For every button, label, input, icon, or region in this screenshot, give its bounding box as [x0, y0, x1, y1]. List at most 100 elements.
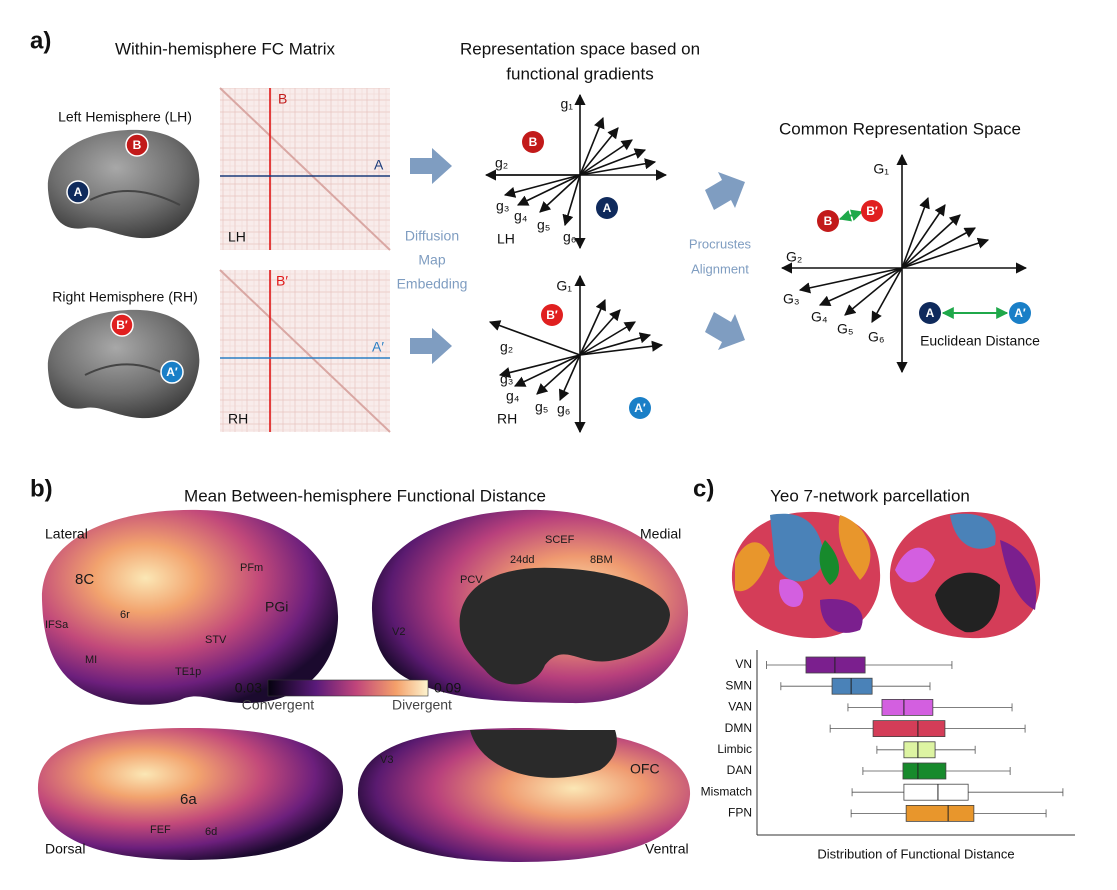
region: PFm	[240, 562, 263, 574]
axis-label: g₅	[535, 399, 548, 415]
box	[831, 677, 873, 695]
sulcus	[89, 189, 181, 206]
vector	[844, 267, 903, 316]
view-label: Lateral	[45, 526, 88, 542]
axis-label: g₂	[500, 339, 513, 355]
node	[629, 397, 651, 419]
category-label: VAN	[728, 700, 752, 714]
node	[110, 313, 134, 337]
panel-title: Yeo 7-network parcellation	[770, 486, 970, 505]
row-label: A′	[372, 339, 384, 355]
vector	[516, 174, 581, 206]
step-text: Embedding	[397, 276, 468, 292]
node-label: A′	[634, 401, 646, 415]
node	[541, 304, 563, 326]
diagonal	[219, 87, 391, 251]
region: PGi	[265, 599, 288, 615]
vector	[579, 321, 636, 356]
node-label: B′	[116, 318, 128, 332]
panel-title: Mean Between-hemisphere Functional Dista…	[184, 486, 546, 505]
category-label: DMN	[725, 721, 752, 735]
box	[903, 783, 969, 801]
x-axis-title: Distribution of Functional Distance	[817, 846, 1014, 861]
matrix-tag: LH	[228, 229, 246, 245]
region: 8C	[75, 571, 94, 588]
region: V2	[392, 626, 405, 638]
axis-label: g₅	[537, 217, 550, 233]
step-arrow	[705, 172, 745, 210]
vector	[901, 196, 930, 269]
distance-label: Euclidean Distance	[920, 333, 1040, 349]
vector	[579, 116, 605, 176]
node	[522, 131, 544, 153]
region: MI	[85, 654, 97, 666]
rh-title: Right Hemisphere (RH)	[52, 289, 197, 305]
colorbar-low: Convergent	[242, 697, 314, 713]
node-label: B′	[866, 204, 878, 218]
vector	[579, 139, 633, 176]
category-label: FPN	[728, 806, 752, 820]
medial-wall	[459, 567, 670, 685]
axis-label: G₁	[556, 278, 572, 294]
vector	[513, 354, 581, 387]
axis-label: G₂	[786, 249, 802, 265]
matrix-tag: RH	[228, 411, 248, 427]
axis-label: g₂	[495, 155, 508, 171]
common-title: Common Representation Space	[779, 119, 1021, 138]
step-text: Diffusion	[405, 228, 459, 244]
vector	[818, 267, 903, 306]
vector	[503, 174, 581, 198]
row-label: A	[374, 157, 384, 173]
lateral-brain	[41, 509, 339, 705]
region: STV	[205, 634, 227, 646]
node	[596, 197, 618, 219]
box	[905, 805, 975, 822]
axis	[488, 320, 581, 356]
rep-title: Representation space based on	[460, 39, 700, 58]
lh-nodes: A B	[66, 133, 149, 204]
node-label: B	[133, 138, 142, 152]
region: IFSa	[45, 619, 69, 631]
yeo-lateral	[731, 511, 881, 639]
vector	[798, 267, 903, 294]
axis-label: g₃	[500, 371, 514, 387]
axis-label: g₁	[560, 96, 573, 112]
node	[160, 360, 184, 384]
box	[872, 720, 946, 737]
axis-label: G₄	[811, 309, 828, 325]
node-label: A	[603, 201, 612, 215]
colorbar-max: 0.09	[434, 680, 461, 696]
node-label: A′	[166, 365, 178, 379]
step-text: Map	[418, 252, 445, 268]
axis-label: g₃	[496, 198, 510, 214]
node-label: B′	[546, 308, 558, 322]
node	[817, 210, 839, 232]
node-label: B	[824, 214, 833, 228]
category-label: Mismatch	[701, 784, 752, 798]
vector	[901, 237, 990, 269]
node	[66, 180, 90, 204]
region: SCEF	[545, 534, 575, 546]
step-text: Procrustes	[689, 236, 752, 251]
node-label: A	[926, 306, 935, 320]
view-label: Ventral	[645, 841, 689, 857]
diagonal	[219, 269, 391, 433]
rh-space: G₁ g₂ g₃ g₄ g₅ g₆ RH B′ A′	[488, 274, 664, 434]
node	[919, 302, 941, 324]
step-arrow	[410, 328, 452, 364]
common-space: G₁ G₂ G₃ G₄ G₅ G₆ B B′ A A′ Euclidean Di…	[780, 153, 1040, 374]
rep-title: functional gradients	[506, 64, 653, 83]
colorbar-min: 0.03	[235, 680, 262, 696]
vector	[579, 309, 621, 356]
vector	[871, 267, 903, 323]
vector	[579, 127, 619, 176]
region: 6a	[180, 791, 197, 808]
vector	[901, 204, 946, 269]
box-plot: Distribution of Functional Distance VN SMN…	[701, 650, 1075, 861]
space-tag: LH	[497, 231, 515, 247]
box	[902, 762, 947, 780]
vector	[536, 354, 581, 395]
node	[125, 133, 149, 157]
col-label: B	[278, 91, 287, 107]
